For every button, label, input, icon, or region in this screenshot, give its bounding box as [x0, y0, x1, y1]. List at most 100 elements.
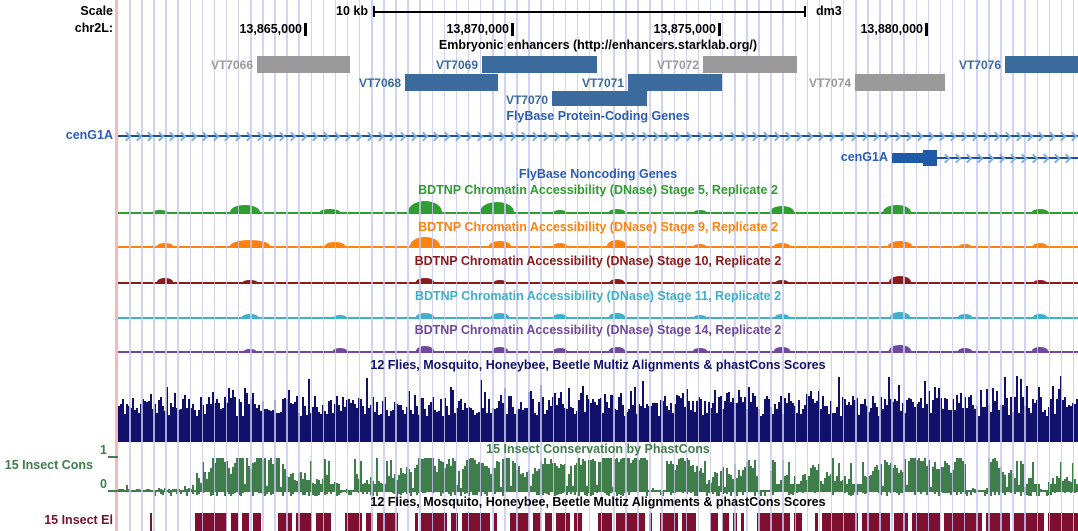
- cons-bar: [234, 463, 236, 490]
- gridline: [225, 0, 228, 531]
- track-label-insect-elements[interactable]: 15 Insect El: [44, 513, 113, 527]
- track-label-insect-cons[interactable]: 15 Insect Cons: [4, 458, 93, 472]
- enhancer-item-VT7072[interactable]: [703, 56, 797, 73]
- enhancer-item-VT7071[interactable]: [628, 74, 722, 91]
- gene-cenG1A-0-arrow-icon: [1067, 131, 1078, 141]
- cons-bar: [934, 462, 936, 490]
- multiz-bar: [780, 396, 782, 442]
- insect-element-block[interactable]: [253, 513, 261, 531]
- insect-element-block[interactable]: [415, 513, 418, 531]
- insect-element-block[interactable]: [296, 513, 312, 531]
- cons-under-tick: [814, 492, 816, 493]
- insect-element-block[interactable]: [545, 513, 552, 531]
- insect-element-block[interactable]: [345, 513, 362, 531]
- bdtnp-track-4[interactable]: [118, 351, 1078, 354]
- multiz-bar: [428, 404, 430, 442]
- cons-bar: [252, 462, 254, 490]
- cons-under-tick: [242, 492, 244, 493]
- multiz-bar: [732, 397, 734, 442]
- gene-cenG1A-0-arrow-icon: [473, 131, 484, 141]
- insect-element-block[interactable]: [462, 513, 490, 531]
- cons-bar: [872, 470, 874, 490]
- bdtnp-track-3[interactable]: [118, 317, 1078, 320]
- track-title-multiz[interactable]: 12 Flies, Mosquito, Honeybee, Beetle Mul…: [370, 358, 826, 372]
- multiz-bar: [690, 409, 692, 442]
- enhancer-item-VT7066[interactable]: [257, 56, 350, 73]
- insect-element-block[interactable]: [912, 513, 940, 531]
- multiz-bar: [294, 401, 296, 442]
- insect-element-block[interactable]: [533, 513, 541, 531]
- bdtnp-track-1[interactable]: [118, 246, 1078, 249]
- enhancer-item-VT7076[interactable]: [1005, 56, 1078, 73]
- cons-bar: [526, 471, 528, 490]
- insect-element-block[interactable]: [150, 513, 152, 531]
- insect-element-block[interactable]: [815, 513, 818, 531]
- cons-bar: [556, 465, 558, 490]
- enhancer-item-VT7068[interactable]: [405, 74, 498, 91]
- insect-element-block[interactable]: [556, 513, 570, 531]
- track-title-bdtnp-stage5[interactable]: BDTNP Chromatin Accessibility (DNase) St…: [418, 183, 778, 197]
- multiz-bar: [234, 397, 236, 442]
- insect-element-block[interactable]: [242, 513, 249, 531]
- gene-exon-cds[interactable]: [923, 150, 937, 166]
- insect-element-block[interactable]: [278, 513, 292, 531]
- gene-cenG1A-0-arrow-icon: [517, 131, 528, 141]
- insect-element-block[interactable]: [794, 513, 802, 531]
- insect-element-block[interactable]: [741, 513, 744, 531]
- cons-under-tick: [646, 492, 648, 496]
- insect-element-block[interactable]: [944, 513, 982, 531]
- gridline: [721, 0, 724, 531]
- gene-exon-utr[interactable]: [892, 153, 923, 163]
- insect-element-block[interactable]: [377, 513, 398, 531]
- multiz-bar: [304, 405, 306, 442]
- insect-element-block[interactable]: [1014, 513, 1044, 531]
- insect-element-block[interactable]: [231, 513, 238, 531]
- insect-element-block[interactable]: [682, 513, 696, 531]
- cons-bar: [290, 473, 292, 490]
- insect-element-block[interactable]: [986, 513, 1010, 531]
- insect-element-block[interactable]: [894, 513, 908, 531]
- cons-bar: [398, 474, 400, 490]
- track-title-bdtnp-stage9[interactable]: BDTNP Chromatin Accessibility (DNase) St…: [418, 220, 778, 234]
- multiz-bar: [130, 407, 132, 442]
- gene-cenG1A-1-line[interactable]: [937, 157, 1078, 159]
- track-title-bdtnp-stage10[interactable]: BDTNP Chromatin Accessibility (DNase) St…: [414, 254, 782, 268]
- insect-element-block[interactable]: [1048, 513, 1078, 531]
- cons-bar: [922, 460, 924, 490]
- bdtnp-track-0[interactable]: [118, 212, 1078, 215]
- cons-bar: [394, 474, 396, 490]
- insect-element-block[interactable]: [722, 513, 729, 531]
- track-title-embryonic-enhancers[interactable]: Embryonic enhancers (http://enhancers.st…: [438, 38, 758, 52]
- gridline: [189, 0, 192, 531]
- multiz-bar: [1026, 386, 1028, 442]
- track-title-multiz-2[interactable]: 12 Flies, Mosquito, Honeybee, Beetle Mul…: [370, 495, 826, 509]
- insect-element-block[interactable]: [862, 513, 890, 531]
- cons-bar: [792, 484, 794, 490]
- bdtnp-peak: [890, 312, 910, 317]
- insect-element-block[interactable]: [757, 513, 790, 531]
- insect-element-block[interactable]: [421, 513, 447, 531]
- cons-under-tick: [314, 492, 316, 496]
- track-title-flybase-protein-coding[interactable]: FlyBase Protein-Coding Genes: [506, 109, 690, 123]
- insect-element-block[interactable]: [822, 513, 858, 531]
- gridline: [976, 0, 978, 531]
- gene-cenG1A-0-line[interactable]: [118, 135, 1078, 137]
- insect-element-block[interactable]: [616, 513, 645, 531]
- cons-bar: [716, 472, 718, 490]
- enhancer-item-VT7074[interactable]: [855, 74, 945, 91]
- insect-element-block[interactable]: [710, 513, 718, 531]
- guide-line: [115, 0, 118, 531]
- track-title-phastcons[interactable]: 15 Insect Conservation by PhastCons: [486, 442, 710, 456]
- insect-element-block[interactable]: [510, 513, 529, 531]
- track-title-flybase-noncoding[interactable]: FlyBase Noncoding Genes: [518, 167, 678, 181]
- bdtnp-track-2[interactable]: [118, 282, 1078, 285]
- insect-element-block[interactable]: [451, 513, 458, 531]
- coordinate-label: 13,880,000: [860, 22, 923, 36]
- track-title-bdtnp-stage11[interactable]: BDTNP Chromatin Accessibility (DNase) St…: [414, 289, 782, 303]
- enhancer-item-VT7070[interactable]: [552, 91, 647, 106]
- insect-element-block[interactable]: [366, 513, 373, 531]
- insect-element-block[interactable]: [195, 513, 227, 531]
- insect-element-block[interactable]: [494, 513, 497, 531]
- track-title-bdtnp-stage14[interactable]: BDTNP Chromatin Accessibility (DNase) St…: [414, 323, 782, 337]
- enhancer-item-VT7069[interactable]: [482, 56, 597, 73]
